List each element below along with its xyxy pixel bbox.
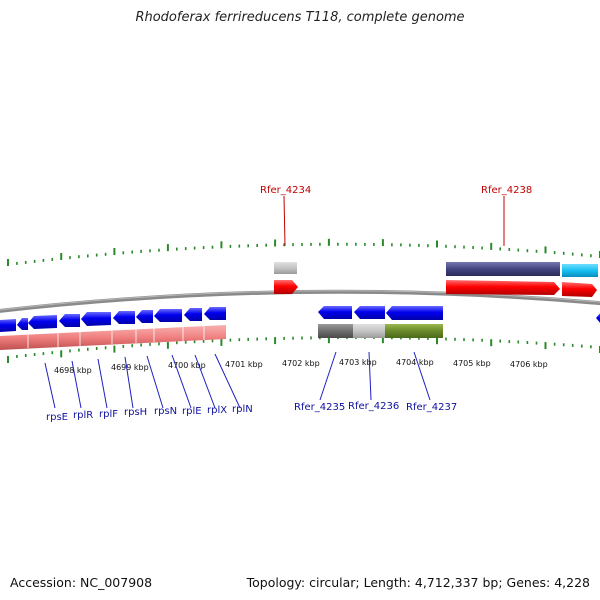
gene-red-arrow-right[interactable] [562,282,597,297]
leader-lines-red [283,195,505,247]
kbp-label: 4702 kbp [282,359,320,368]
ribosomal-operon-arrows [0,307,226,332]
genome-title: Rhodoferax ferrireducens T118, complete … [135,10,465,25]
gene-rfer-4235-arrow[interactable] [318,306,352,319]
gene-rfer-4237-arrow[interactable] [386,306,443,320]
gene-arrow[interactable] [59,314,80,327]
pink-band-dividers [27,326,205,348]
kbp-label: 4700 kbp [168,361,206,370]
feature-dark-cds[interactable] [446,262,560,276]
gene-label-rpse[interactable]: rpsE [46,412,68,423]
kbp-label: 4698 kbp [54,366,92,375]
gene-label-rfer-4234[interactable]: Rfer_4234 [260,185,311,196]
gene-arrow[interactable] [154,309,182,322]
gene-label-rfer-4237[interactable]: Rfer_4237 [406,402,457,413]
kbp-label: 4701 kbp [225,360,263,369]
gene-arrow[interactable] [17,318,28,330]
accession-text: Accession: NC_007908 [10,575,153,590]
gene-arrow[interactable] [81,312,111,326]
gene-arrow[interactable] [113,311,135,324]
feature-grey-upper[interactable] [274,262,297,274]
feature-cyan-cds[interactable] [562,264,598,277]
feature-olive[interactable] [385,324,443,338]
gene-arrow[interactable] [204,307,226,320]
gene-arrow[interactable] [28,315,57,329]
gene-label-rpsh[interactable]: rpsH [124,407,147,418]
leader-lines-blue [44,351,431,409]
gene-label-rpsn[interactable]: rpsN [154,406,177,417]
gene-rfer-4234-arrow[interactable] [274,280,298,294]
kbp-label: 4705 kbp [453,359,491,368]
gene-label-rpln[interactable]: rplN [232,404,253,415]
kbp-label: 4699 kbp [111,363,149,372]
gene-label-rplr[interactable]: rplR [73,410,93,421]
topology-text: Topology: circular; Length: 4,712,337 bp… [246,575,590,590]
kbp-label: 4704 kbp [396,358,434,367]
gene-arrow[interactable] [136,310,153,323]
feature-grey-dark[interactable] [318,324,353,338]
feature-pink-band[interactable] [0,325,226,350]
kbp-scale-labels: 4698 kbp 4699 kbp 4700 kbp 4701 kbp 4702 kbp… [54,358,548,375]
gene-arrow[interactable] [184,308,202,321]
gene-labels: rpsE rplR rplF rpsH rpsN rplE rplX rplN … [46,185,532,423]
gene-rfer-4236-arrow[interactable] [354,306,385,319]
gene-arrow-edge[interactable] [596,312,600,324]
gene-rfer-4238-arrow[interactable] [446,280,560,295]
gene-label-rfer-4238[interactable]: Rfer_4238 [481,185,532,196]
gene-label-rfer-4236[interactable]: Rfer_4236 [348,401,399,412]
feature-grey-light[interactable] [353,324,385,338]
gene-label-rple[interactable]: rplE [182,406,202,417]
gene-arrow[interactable] [0,319,16,332]
genome-backbone-highlight [0,290,600,311]
upper-tick-row [7,238,600,266]
gene-label-rfer-4235[interactable]: Rfer_4235 [294,402,345,413]
kbp-label: 4703 kbp [339,358,377,367]
kbp-label: 4706 kbp [510,360,548,369]
gene-label-rplf[interactable]: rplF [99,409,118,420]
gene-label-rplx[interactable]: rplX [207,405,227,416]
genome-backbone [0,289,600,313]
